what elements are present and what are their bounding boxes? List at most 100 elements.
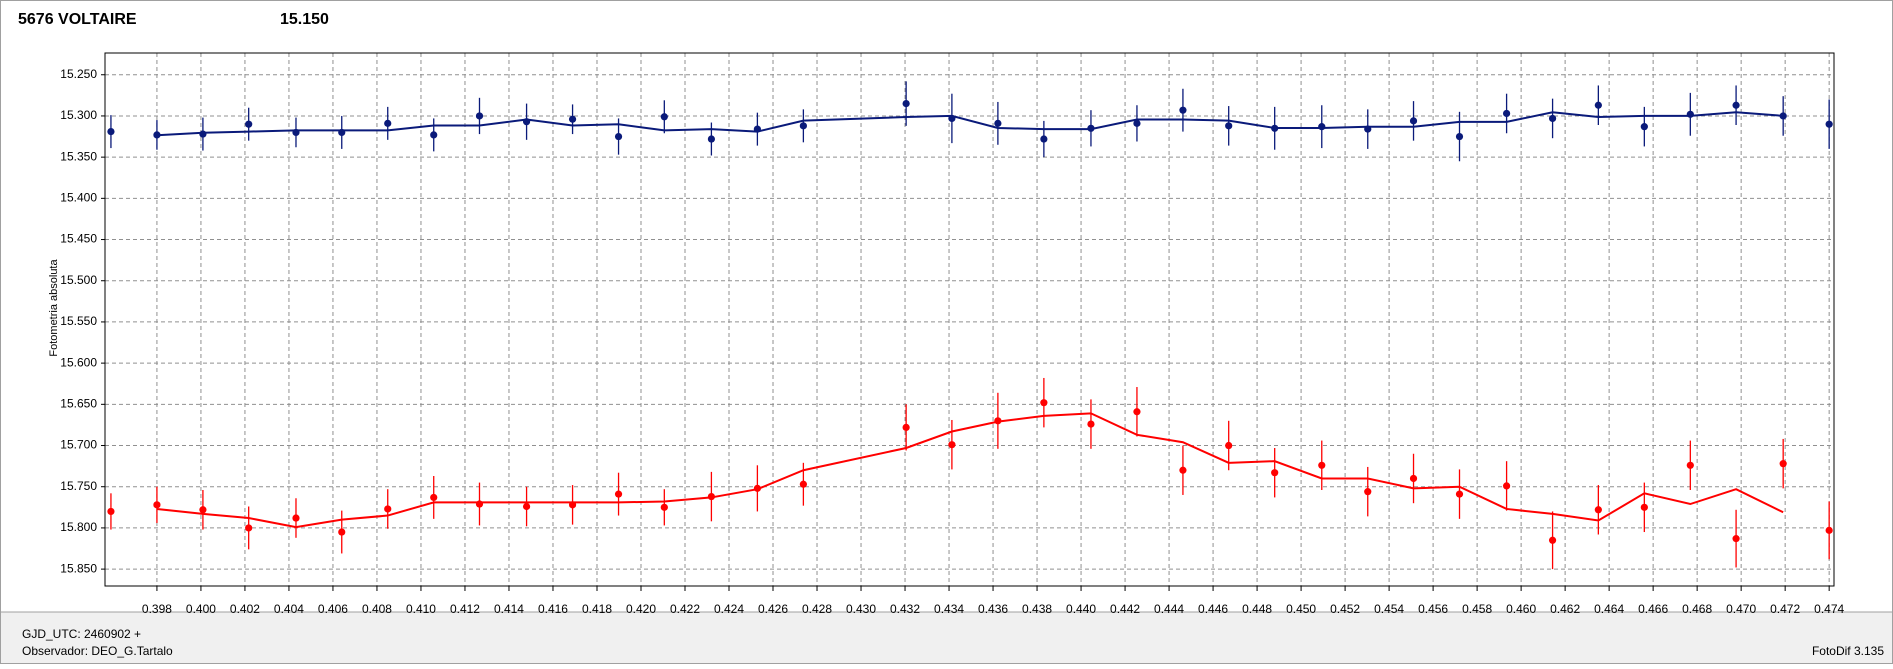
data-point: [1548, 114, 1557, 123]
x-tick-label: 0.458: [1462, 602, 1492, 616]
y-tick-label: 15.300: [60, 108, 97, 122]
data-point: [1318, 461, 1326, 469]
data-point: [1179, 106, 1187, 114]
data-point: [1133, 408, 1141, 416]
data-point: [660, 113, 668, 121]
data-point: [1640, 503, 1648, 511]
chart-subtitle: 15.150: [280, 11, 329, 28]
data-point: [1732, 101, 1740, 109]
data-point: [1271, 469, 1279, 477]
x-tick-label: 0.454: [1374, 602, 1404, 616]
data-point: [1779, 112, 1787, 120]
x-tick-label: 0.464: [1594, 602, 1624, 616]
data-point: [1133, 119, 1141, 127]
data-point: [522, 118, 531, 126]
x-tick-label: 0.472: [1770, 602, 1800, 616]
data-point: [522, 502, 531, 511]
data-point: [153, 501, 161, 509]
x-tick-label: 0.412: [450, 602, 480, 616]
x-tick-label: 0.430: [846, 602, 876, 616]
data-point: [245, 120, 253, 128]
x-tick-label: 0.436: [978, 602, 1008, 616]
data-point: [1040, 135, 1048, 143]
data-point: [1825, 120, 1833, 128]
data-point: [799, 122, 807, 130]
x-tick-label: 0.426: [758, 602, 788, 616]
data-point: [614, 132, 623, 141]
data-point: [338, 128, 346, 137]
x-tick-label: 0.418: [582, 602, 612, 616]
x-tick-label: 0.424: [714, 602, 744, 616]
x-tick-label: 0.398: [142, 602, 172, 616]
data-point: [1779, 460, 1787, 468]
y-tick-label: 15.500: [60, 273, 97, 287]
data-point: [1318, 123, 1326, 131]
data-point: [1455, 490, 1464, 498]
data-point: [1594, 506, 1602, 514]
data-point: [475, 500, 484, 508]
data-point: [199, 506, 207, 514]
data-point: [1225, 122, 1233, 130]
x-tick-label: 0.460: [1506, 602, 1536, 616]
y-tick-label: 15.350: [60, 149, 97, 163]
data-point: [1364, 488, 1372, 496]
x-tick-label: 0.406: [318, 602, 348, 616]
x-tick-label: 0.466: [1638, 602, 1668, 616]
y-tick-label: 15.700: [60, 438, 97, 452]
data-point: [1548, 536, 1557, 544]
data-point: [292, 514, 300, 522]
x-tick-label: 0.442: [1110, 602, 1140, 616]
x-tick-label: 0.422: [670, 602, 700, 616]
y-tick-label: 15.600: [60, 355, 97, 369]
data-point: [199, 130, 207, 138]
data-point: [568, 501, 577, 509]
data-point: [430, 493, 438, 502]
data-point: [1179, 466, 1187, 474]
y-tick-label: 15.800: [60, 520, 97, 534]
data-point: [660, 503, 668, 511]
data-point: [1409, 474, 1418, 483]
x-tick-label: 0.448: [1242, 602, 1272, 616]
data-point: [707, 135, 716, 143]
data-point: [245, 524, 253, 532]
data-point: [107, 507, 115, 516]
x-tick-label: 0.408: [362, 602, 392, 616]
data-point: [1364, 125, 1372, 133]
y-tick-label: 15.750: [60, 479, 97, 493]
x-tick-label: 0.420: [626, 602, 656, 616]
data-point: [1087, 124, 1095, 132]
data-point: [1686, 461, 1694, 469]
y-axis-label: Fotometria absoluta: [48, 259, 60, 357]
data-point: [1502, 482, 1511, 490]
y-tick-label: 15.250: [60, 67, 97, 81]
x-tick-label: 0.468: [1682, 602, 1712, 616]
y-tick-label: 15.550: [60, 314, 97, 328]
x-tick-label: 0.452: [1330, 602, 1360, 616]
data-point: [948, 114, 956, 123]
data-point: [1040, 399, 1048, 407]
data-point: [799, 480, 807, 488]
x-tick-label: 0.432: [890, 602, 920, 616]
data-point: [153, 131, 161, 139]
data-point: [614, 490, 623, 498]
data-point: [753, 484, 761, 492]
data-point: [1271, 124, 1279, 132]
x-tick-label: 0.470: [1726, 602, 1756, 616]
x-tick-label: 0.474: [1814, 602, 1844, 616]
software: FotoDif 3.135: [1812, 644, 1884, 658]
x-tick-label: 0.428: [802, 602, 832, 616]
x-tick-label: 0.402: [230, 602, 260, 616]
data-point: [902, 99, 910, 108]
x-tick-label: 0.438: [1022, 602, 1052, 616]
x-tick-label: 0.450: [1286, 602, 1316, 616]
data-point: [292, 128, 300, 137]
x-tick-label: 0.456: [1418, 602, 1448, 616]
status-bar: [1, 612, 1892, 663]
y-tick-label: 15.400: [60, 191, 97, 205]
y-tick-label: 15.850: [60, 561, 97, 575]
data-point: [1825, 526, 1833, 534]
data-point: [1455, 132, 1464, 141]
y-tick-label: 15.650: [60, 396, 97, 410]
